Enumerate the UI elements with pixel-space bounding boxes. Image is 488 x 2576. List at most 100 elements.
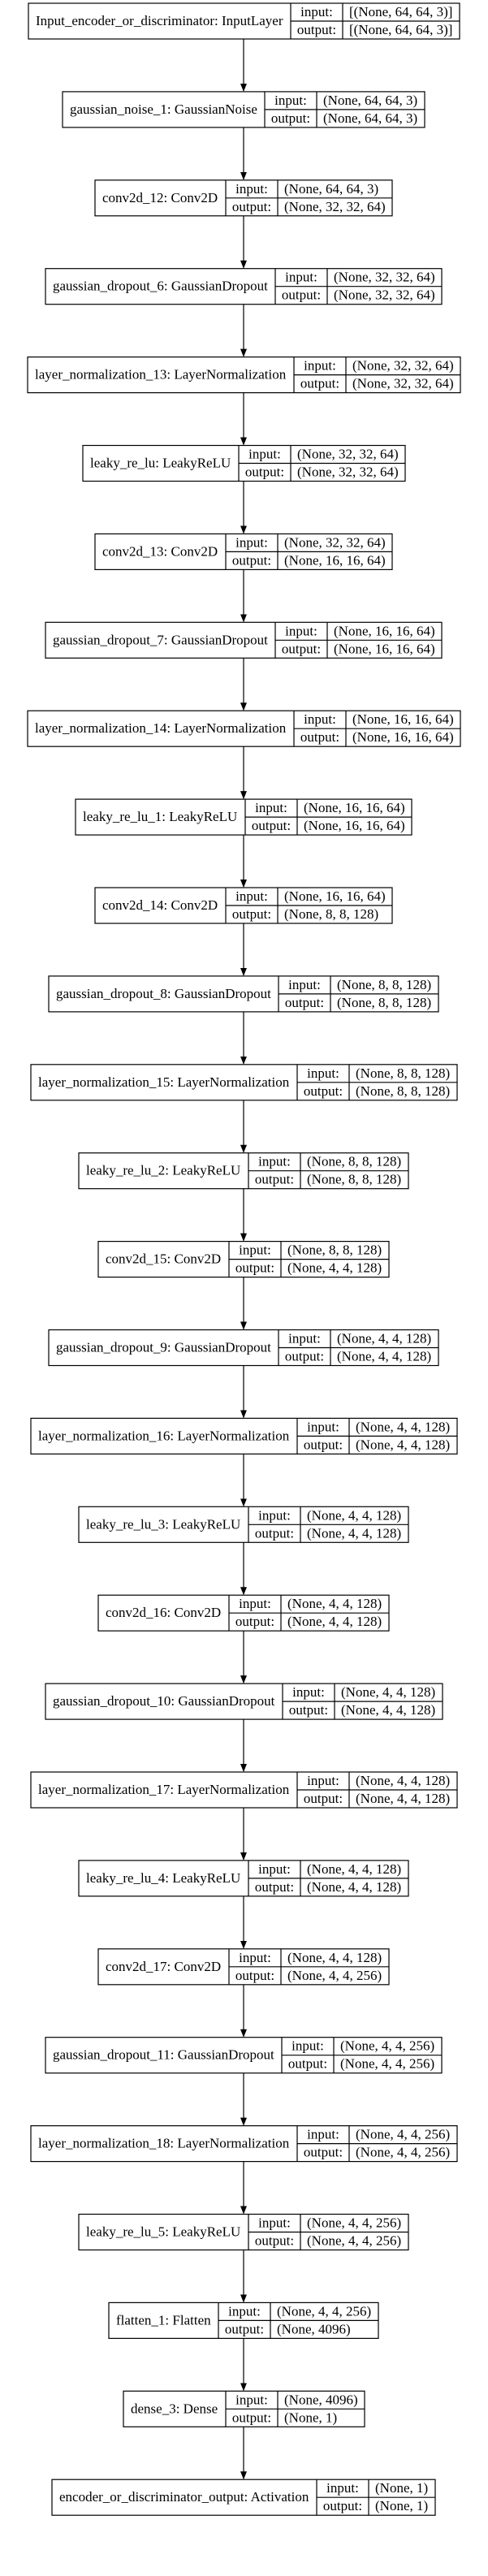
input-label: input: <box>239 1243 271 1258</box>
layer-node: leaky_re_lu_4: LeakyReLU input: output: (No… <box>78 1860 409 1897</box>
layer-node: conv2d_15: Conv2D input: output: (None, 8, … <box>97 1240 390 1278</box>
layer-name: encoder_or_discriminator_output: Activat… <box>59 2489 309 2505</box>
input-label: input: <box>304 358 336 374</box>
input-label: input: <box>239 1950 271 1965</box>
input-label: input: <box>239 1596 271 1611</box>
layer-node: leaky_re_lu_2: LeakyReLU input: output: (No… <box>78 1152 409 1190</box>
layer-name: gaussian_dropout_8: GaussianDropout <box>56 986 271 1001</box>
input-shape: (None, 32, 32, 64) <box>334 270 435 285</box>
input-label: input: <box>258 2215 291 2231</box>
layer-name: gaussian_dropout_9: GaussianDropout <box>56 1340 271 1355</box>
layer-name: conv2d_14: Conv2D <box>102 897 218 913</box>
layer-name: leaky_re_lu_2: LeakyReLU <box>86 1163 240 1178</box>
output-shape: (None, 4, 4, 128) <box>307 1525 401 1541</box>
layer-name: leaky_re_lu: LeakyReLU <box>90 456 231 471</box>
layer-name: leaky_re_lu_4: LeakyReLU <box>86 1870 240 1886</box>
layer-node: layer_normalization_13: LayerNormalizati… <box>27 357 461 394</box>
input-shape: (None, 16, 16, 64) <box>352 711 454 727</box>
output-label: output: <box>304 1083 343 1099</box>
output-label: output: <box>245 465 284 480</box>
input-shape: (None, 4, 4, 256) <box>340 2038 434 2054</box>
input-label: input: <box>258 1507 291 1523</box>
layer-node: gaussian_noise_1: GaussianNoise input: out… <box>62 91 425 128</box>
layer-name: layer_normalization_15: LayerNormalizati… <box>38 1074 290 1090</box>
output-label: output: <box>300 376 339 391</box>
input-label: input: <box>307 1065 339 1081</box>
layer-name: leaky_re_lu_1: LeakyReLU <box>83 809 237 824</box>
input-shape: (None, 16, 16, 64) <box>304 800 405 815</box>
input-label: input: <box>255 800 287 815</box>
output-label: output: <box>252 818 291 833</box>
input-label: input: <box>235 534 268 550</box>
layer-box <box>48 975 439 1013</box>
input-shape: (None, 4, 4, 128) <box>287 1950 382 1965</box>
layer-name: Input_encoder_or_discriminator: InputLay… <box>36 13 283 28</box>
input-shape: (None, 8, 8, 128) <box>337 977 431 992</box>
layer-name: layer_normalization_13: LayerNormalizati… <box>35 367 287 383</box>
output-label: output: <box>288 2056 327 2072</box>
input-label: input: <box>235 2392 268 2407</box>
output-shape: (None, 16, 16, 64) <box>304 818 405 833</box>
output-shape: (None, 8, 8, 128) <box>307 1172 401 1187</box>
input-label: input: <box>300 4 333 19</box>
layer-node: conv2d_17: Conv2D input: output: (None, 4, … <box>97 1948 390 1986</box>
layer-name: dense_3: Dense <box>131 2401 218 2416</box>
layer-name: conv2d_13: Conv2D <box>102 543 218 559</box>
layer-name: layer_normalization_18: LayerNormalizati… <box>38 2136 290 2151</box>
input-shape: (None, 32, 32, 64) <box>297 447 399 462</box>
layer-node: leaky_re_lu: LeakyReLU input: output: (None… <box>82 444 406 482</box>
output-label: output: <box>282 287 321 303</box>
layer-node: gaussian_dropout_8: GaussianDropout input… <box>48 975 439 1013</box>
output-shape: (None, 4, 4, 128) <box>287 1260 382 1276</box>
output-label: output: <box>232 2410 271 2425</box>
output-shape: (None, 8, 8, 128) <box>356 1083 450 1099</box>
output-shape: (None, 4, 4, 128) <box>356 1791 450 1806</box>
layer-node: encoder_or_discriminator_output: Activat… <box>51 2479 436 2516</box>
output-label: output: <box>271 110 310 126</box>
input-label: input: <box>258 1154 291 1169</box>
input-label: input: <box>228 2303 261 2319</box>
output-label: output: <box>282 641 321 656</box>
output-shape: (None, 32, 32, 64) <box>284 199 386 214</box>
output-shape: (None, 1) <box>284 2410 337 2425</box>
input-label: input: <box>292 2038 324 2054</box>
output-shape: (None, 4, 4, 256) <box>356 2145 450 2160</box>
layer-name: gaussian_dropout_7: GaussianDropout <box>53 632 268 647</box>
input-shape: (None, 4, 4, 128) <box>341 1684 435 1700</box>
layer-name: gaussian_noise_1: GaussianNoise <box>70 102 257 117</box>
output-label: output: <box>285 995 324 1010</box>
layer-node: leaky_re_lu_3: LeakyReLU input: output: (No… <box>78 1506 409 1543</box>
output-shape: (None, 32, 32, 64) <box>352 376 454 391</box>
layer-node: layer_normalization_16: LayerNormalizati… <box>30 1417 458 1455</box>
layer-name: conv2d_12: Conv2D <box>102 190 218 205</box>
input-shape: (None, 4, 4, 256) <box>356 2127 450 2142</box>
layer-node: gaussian_dropout_11: GaussianDropout inpu… <box>45 2037 443 2074</box>
input-shape: (None, 8, 8, 128) <box>287 1243 382 1258</box>
output-shape: (None, 1) <box>375 2498 428 2513</box>
layer-name: gaussian_dropout_10: GaussianDropout <box>53 1693 275 1709</box>
output-label: output: <box>289 1702 328 1718</box>
input-label: input: <box>288 1331 321 1346</box>
layer-node: gaussian_dropout_9: GaussianDropout input… <box>48 1329 439 1367</box>
input-label: input: <box>292 1684 325 1700</box>
output-label: output: <box>300 729 339 745</box>
input-shape: (None, 8, 8, 128) <box>356 1065 450 1081</box>
layer-node: leaky_re_lu_1: LeakyReLU input: output: (No… <box>75 798 412 836</box>
input-shape: (None, 8, 8, 128) <box>307 1154 401 1169</box>
input-shape: (None, 4, 4, 128) <box>356 1419 450 1434</box>
output-label: output: <box>232 552 271 568</box>
layer-name: conv2d_16: Conv2D <box>106 1605 221 1620</box>
input-label: input: <box>274 93 307 108</box>
input-label: input: <box>288 977 321 992</box>
output-shape: (None, 4, 4, 128) <box>337 1349 431 1364</box>
layer-name: conv2d_15: Conv2D <box>106 1251 221 1267</box>
output-shape: (None, 32, 32, 64) <box>297 465 399 480</box>
input-shape: (None, 4, 4, 128) <box>287 1596 382 1611</box>
layer-node: gaussian_dropout_6: GaussianDropout input… <box>45 268 443 305</box>
input-shape: (None, 64, 64, 3) <box>284 181 378 197</box>
layer-node: layer_normalization_17: LayerNormalizati… <box>30 1771 458 1809</box>
input-label: input: <box>258 1861 291 1877</box>
input-label: input: <box>248 447 281 462</box>
output-label: output: <box>232 906 271 922</box>
